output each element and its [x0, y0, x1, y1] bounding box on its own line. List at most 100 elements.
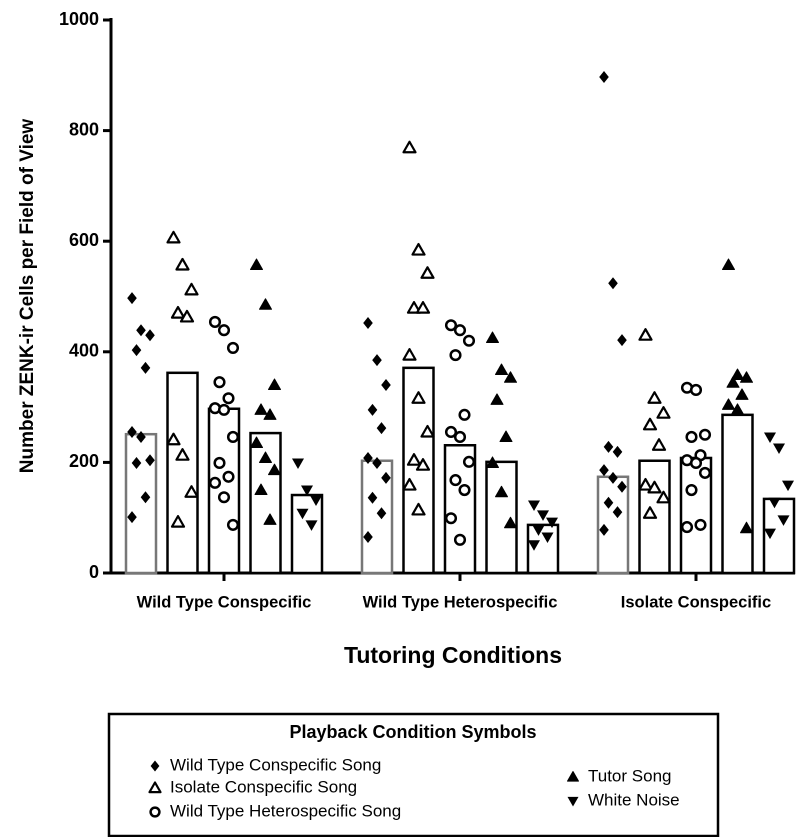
data-point — [462, 334, 476, 347]
data-point — [406, 301, 422, 314]
data-point — [250, 436, 263, 449]
data-point — [486, 331, 499, 343]
bar — [485, 460, 518, 575]
data-point — [411, 502, 426, 516]
data-point — [175, 448, 190, 461]
data-point — [402, 140, 417, 154]
legend-marker — [567, 771, 579, 782]
data-point — [453, 533, 467, 546]
data-point — [363, 531, 373, 544]
data-point — [145, 454, 155, 467]
data-point — [764, 528, 776, 540]
data-point — [453, 430, 467, 444]
data-point — [131, 344, 142, 357]
data-point — [680, 521, 694, 534]
data-point — [305, 520, 318, 531]
data-point — [406, 453, 422, 466]
bar — [721, 413, 754, 575]
data-point — [449, 474, 462, 487]
data-point — [226, 430, 240, 444]
data-point — [208, 476, 222, 489]
data-point — [726, 376, 740, 388]
legend-label: White Noise — [588, 790, 680, 809]
data-point — [740, 521, 753, 534]
data-point — [175, 257, 190, 271]
data-point — [222, 392, 235, 405]
data-point — [528, 500, 540, 511]
data-point — [217, 324, 231, 337]
data-point — [136, 324, 146, 337]
data-point — [764, 432, 776, 443]
legend-box — [107, 712, 720, 837]
data-point — [651, 438, 667, 451]
data-point — [127, 511, 137, 524]
data-point — [208, 315, 222, 328]
data-point — [735, 388, 749, 400]
data-point — [694, 518, 707, 531]
data-point — [213, 456, 226, 470]
data-point — [768, 497, 781, 509]
data-point — [420, 266, 435, 279]
bar — [124, 432, 158, 575]
data-point — [259, 298, 272, 310]
data-point — [532, 525, 545, 536]
data-point — [449, 349, 462, 362]
data-point — [740, 371, 753, 383]
data-point — [541, 532, 554, 544]
data-point — [184, 282, 199, 296]
data-point — [301, 485, 313, 497]
bar — [596, 475, 630, 575]
data-point — [213, 376, 226, 389]
data-point — [647, 391, 662, 404]
data-point — [372, 456, 382, 469]
data-point — [608, 277, 618, 290]
bar — [526, 523, 560, 575]
data-point — [415, 458, 431, 471]
data-point — [381, 378, 391, 391]
data-point — [363, 317, 373, 330]
data-point — [638, 477, 653, 491]
data-point — [462, 455, 476, 468]
data-point — [504, 371, 517, 383]
legend-marker — [148, 781, 162, 794]
data-point — [612, 506, 623, 519]
y-tick-label: 600 — [69, 230, 99, 250]
data-point — [131, 456, 142, 469]
data-point — [222, 470, 235, 483]
data-point — [250, 258, 263, 270]
data-point — [656, 490, 671, 504]
data-point — [617, 334, 627, 347]
data-point — [617, 480, 627, 493]
data-point — [638, 328, 653, 341]
data-point — [777, 515, 790, 526]
data-point — [603, 496, 614, 509]
data-point — [367, 491, 378, 504]
data-point — [782, 480, 794, 492]
data-point — [179, 309, 195, 323]
data-point — [310, 495, 322, 507]
data-point — [376, 507, 387, 520]
data-point — [136, 430, 146, 443]
legend-marker — [149, 806, 161, 818]
data-point — [656, 406, 671, 419]
data-point — [689, 456, 703, 470]
data-point — [642, 417, 658, 431]
bar — [290, 493, 324, 575]
data-point — [722, 398, 735, 410]
y-tick-label: 1000 — [59, 9, 99, 29]
data-point — [259, 451, 272, 463]
data-point — [444, 425, 458, 439]
y-tick-label: 0 — [89, 562, 99, 582]
data-point — [608, 471, 618, 484]
data-point — [490, 393, 504, 405]
data-point — [296, 508, 309, 520]
x-tick-label: Wild Type Heterospecific — [363, 593, 558, 611]
data-point — [685, 430, 698, 444]
data-point — [773, 443, 785, 455]
legend-label: Tutor Song — [588, 766, 671, 785]
x-tick-label: Wild Type Conspecific — [137, 593, 312, 611]
data-point — [402, 477, 417, 491]
data-point — [226, 518, 240, 531]
data-point — [599, 70, 609, 83]
